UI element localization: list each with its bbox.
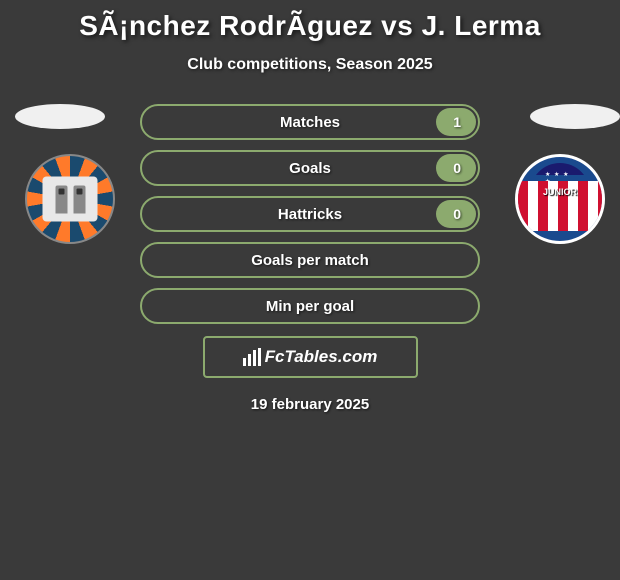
player-avatar-left — [15, 104, 105, 129]
page-title: SÃ¡nchez RodrÃ­guez vs J. Lerma — [0, 0, 620, 42]
date-text: 19 february 2025 — [0, 396, 620, 413]
chart-icon — [243, 348, 261, 366]
stat-row-goals: Goals 0 — [140, 150, 480, 186]
stat-label: Hattricks — [278, 206, 342, 223]
stat-label: Goals per match — [251, 252, 369, 269]
stat-label: Goals — [289, 160, 331, 177]
stat-row-hattricks: Hattricks 0 — [140, 196, 480, 232]
club-badge-left — [25, 154, 115, 244]
stat-row-min-per-goal: Min per goal — [140, 288, 480, 324]
comparison-area: ★ ★ ★ ★ JUNIOR Matches 1 Goals 0 Hattric… — [0, 104, 620, 413]
stat-label: Matches — [280, 114, 340, 131]
brand-text: FcTables.com — [265, 347, 378, 367]
stat-value: 0 — [453, 206, 461, 222]
stat-label: Min per goal — [266, 298, 354, 315]
brand-box: FcTables.com — [203, 336, 418, 378]
stat-row-matches: Matches 1 — [140, 104, 480, 140]
badge-right-label: JUNIOR — [518, 187, 602, 197]
stat-value: 0 — [453, 160, 461, 176]
page-subtitle: Club competitions, Season 2025 — [0, 56, 620, 74]
stat-row-goals-per-match: Goals per match — [140, 242, 480, 278]
club-badge-right: ★ ★ ★ ★ JUNIOR — [515, 154, 605, 244]
player-avatar-right — [530, 104, 620, 129]
stat-value: 1 — [453, 114, 461, 130]
stats-column: Matches 1 Goals 0 Hattricks 0 Goals per … — [140, 104, 480, 324]
